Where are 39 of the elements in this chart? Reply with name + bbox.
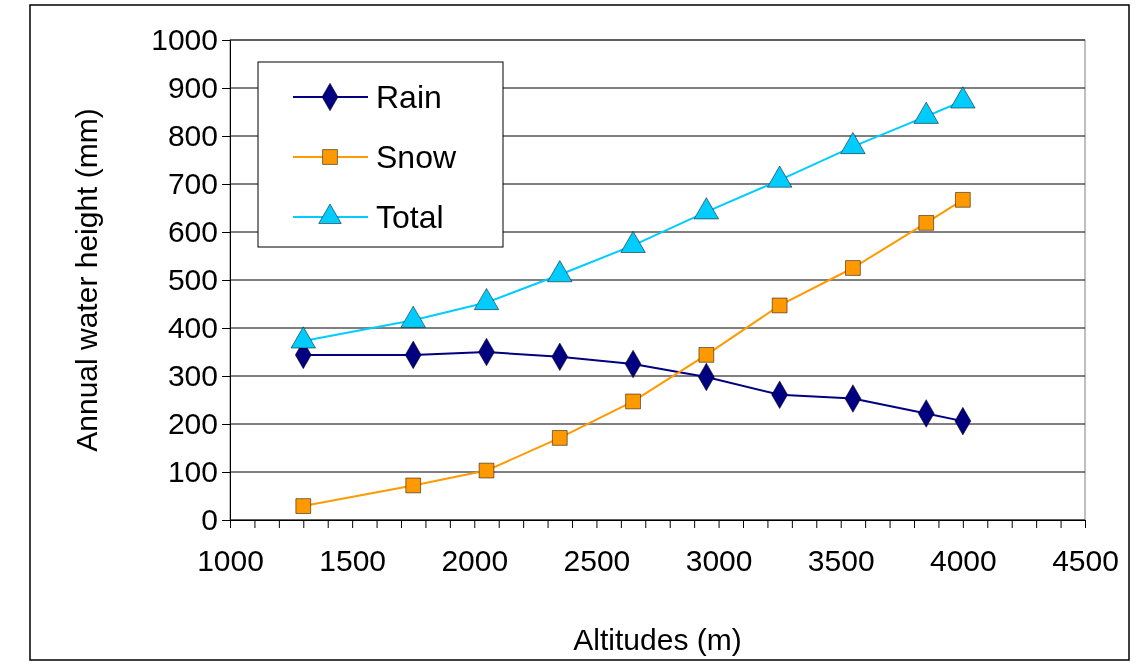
x-tick-label: 4000 <box>929 544 997 578</box>
point <box>950 86 976 109</box>
point <box>840 132 866 154</box>
x-tick-label: 2000 <box>441 544 509 578</box>
y-tick-label: 600 <box>167 215 218 249</box>
point <box>295 498 311 514</box>
y-tick-label: 900 <box>167 71 218 105</box>
point <box>913 101 939 124</box>
x-tick-label: 1000 <box>197 544 264 578</box>
y-axis-title: Annual water height (mm) <box>70 108 103 452</box>
point <box>771 297 788 314</box>
y-tick-label: 0 <box>201 503 218 537</box>
x-tick-label: 4500 <box>1052 544 1119 578</box>
y-tick-label: 400 <box>167 311 218 345</box>
point <box>767 165 793 188</box>
y-tick-label: 300 <box>167 359 218 393</box>
point <box>698 347 715 363</box>
y-tick-label: 700 <box>167 167 218 201</box>
point <box>625 393 641 410</box>
x-tick-label: 1500 <box>319 544 387 578</box>
x-axis-title: Altitudes (m) <box>573 623 742 656</box>
x-tick-label: 3500 <box>807 544 875 578</box>
y-tick-label: 1000 <box>151 23 218 57</box>
legend-label: Total <box>376 199 444 235</box>
y-tick-label: 200 <box>167 407 218 441</box>
point <box>478 462 495 479</box>
point <box>552 430 568 446</box>
point <box>845 260 861 276</box>
legend-label: Snow <box>376 139 457 175</box>
x-tick-label: 3000 <box>685 544 753 578</box>
y-tick-label: 100 <box>167 455 218 489</box>
y-tick-label: 800 <box>167 119 218 153</box>
legend-label: Rain <box>376 79 442 115</box>
point <box>693 197 719 220</box>
point <box>620 231 646 253</box>
y-tick-label: 500 <box>167 263 218 297</box>
point <box>547 260 573 283</box>
point <box>405 477 421 494</box>
x-tick-label: 2500 <box>563 544 631 578</box>
